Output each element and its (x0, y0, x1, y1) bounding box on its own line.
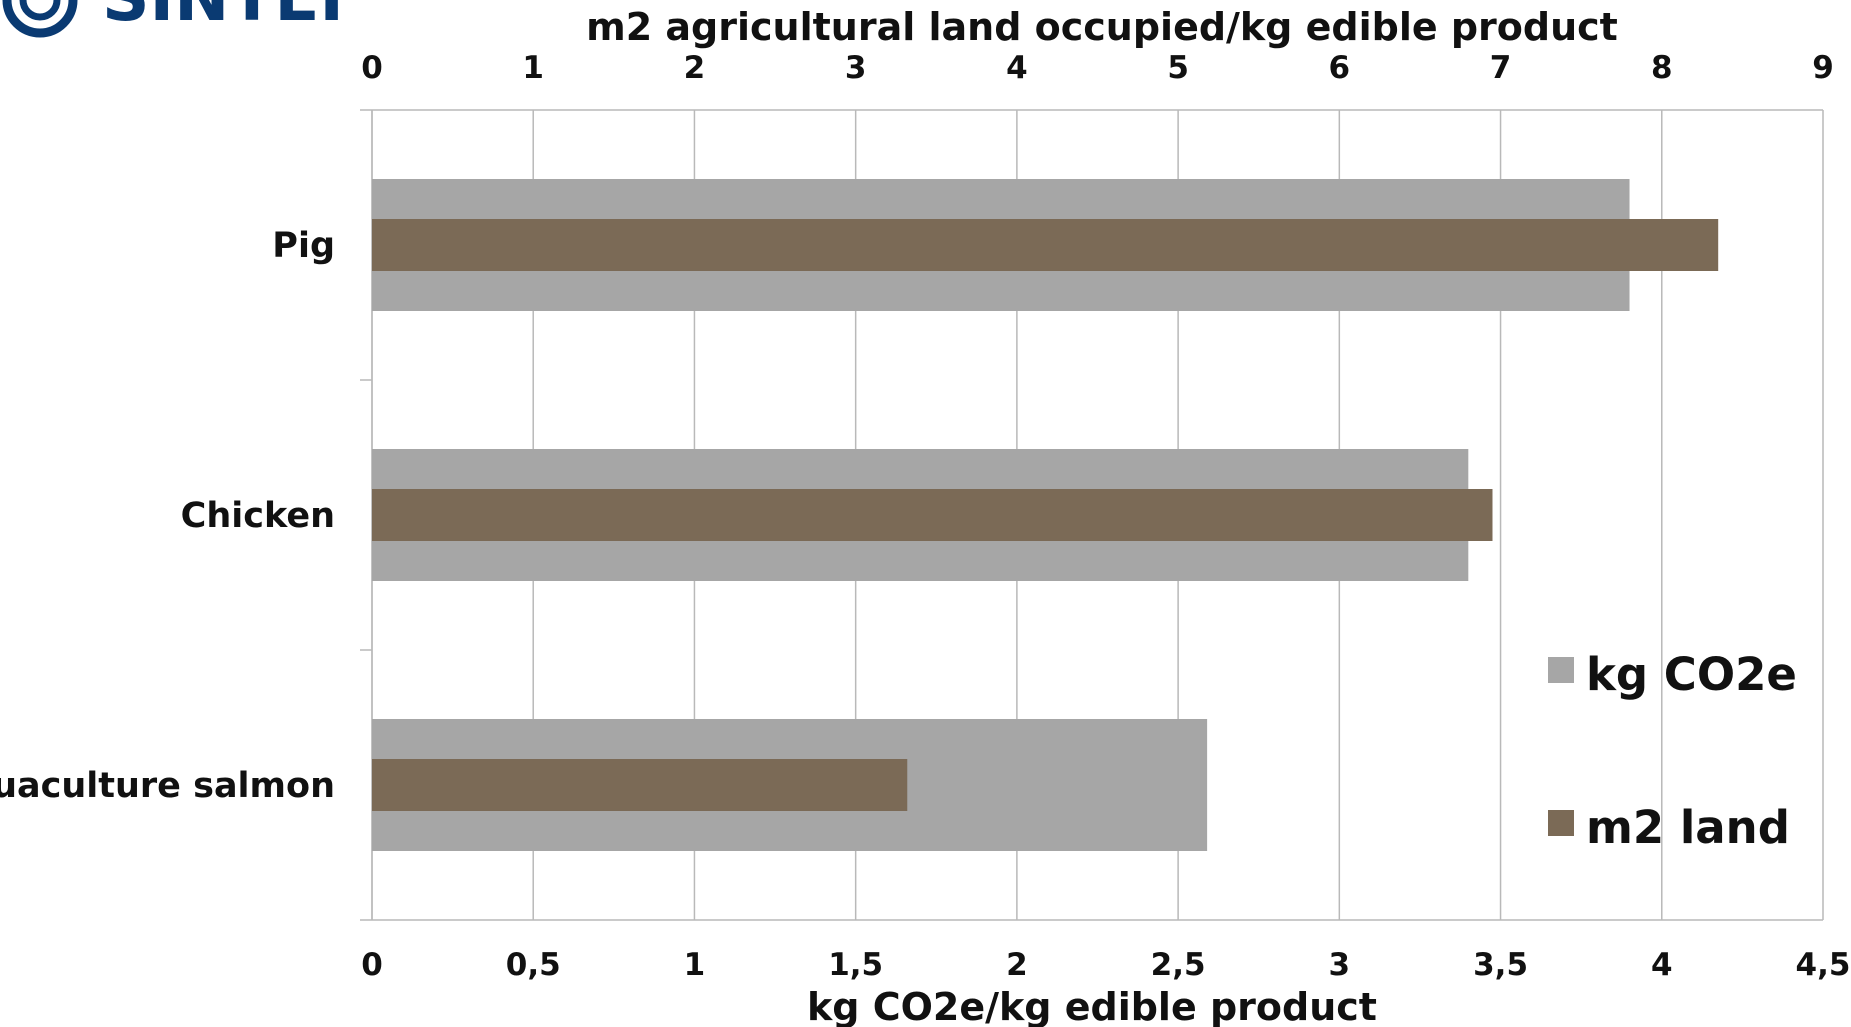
bars (372, 179, 1719, 851)
bottom-tick-label: 3 (1329, 947, 1351, 983)
top-tick-label: 8 (1651, 50, 1673, 86)
top-tick-label: 4 (1006, 50, 1028, 86)
top-tick-label: 7 (1490, 50, 1512, 86)
bar-m2-land-aquaculture-salmon (372, 759, 908, 811)
bottom-tick-label: 1 (684, 947, 706, 983)
top-tick-label: 6 (1329, 50, 1351, 86)
category-labels: Pig Chicken Aquaculture salmon (0, 226, 335, 806)
top-tick-label: 0 (361, 50, 383, 86)
top-tick-label: 2 (684, 50, 706, 86)
category-label-pig: Pig (272, 226, 335, 266)
bottom-tick-label: 4,5 (1796, 947, 1851, 983)
top-axis-title: m2 agricultural land occupied/kg edible … (586, 5, 1618, 49)
legend-label-kg-co2e: kg CO2e (1586, 648, 1797, 701)
bottom-axis-title: kg CO2e/kg edible product (807, 985, 1377, 1027)
top-axis-ticks: 0 1 2 3 4 5 6 7 8 9 (361, 50, 1834, 86)
sintef-logo-mark (2, 0, 78, 38)
category-label-aquaculture-salmon: Aquaculture salmon (0, 766, 335, 806)
bar-m2-land-pig (372, 219, 1719, 271)
legend-swatch-m2-land (1548, 810, 1574, 836)
bottom-tick-label: 2,5 (1151, 947, 1206, 983)
legend-label-m2-land: m2 land (1586, 801, 1790, 854)
bottom-tick-label: 2 (1006, 947, 1028, 983)
legend-swatch-kg-co2e (1548, 657, 1574, 683)
bottom-tick-label: 0,5 (506, 947, 561, 983)
bottom-tick-label: 4 (1651, 947, 1673, 983)
top-tick-label: 9 (1812, 50, 1834, 86)
bottom-tick-label: 0 (361, 947, 383, 983)
top-tick-label: 1 (522, 50, 544, 86)
bar-m2-land-chicken (372, 489, 1493, 541)
bottom-tick-label: 1,5 (828, 947, 883, 983)
top-tick-label: 5 (1167, 50, 1189, 86)
sintef-logo: SINTEF (2, 0, 365, 38)
top-tick-label: 3 (845, 50, 867, 86)
bottom-tick-label: 3,5 (1473, 947, 1528, 983)
bottom-axis-ticks: 0 0,5 1 1,5 2 2,5 3 3,5 4 4,5 (361, 947, 1850, 983)
category-label-chicken: Chicken (181, 496, 335, 536)
sintef-logo-text: SINTEF (102, 0, 365, 36)
legend: kg CO2e m2 land (1548, 648, 1797, 854)
